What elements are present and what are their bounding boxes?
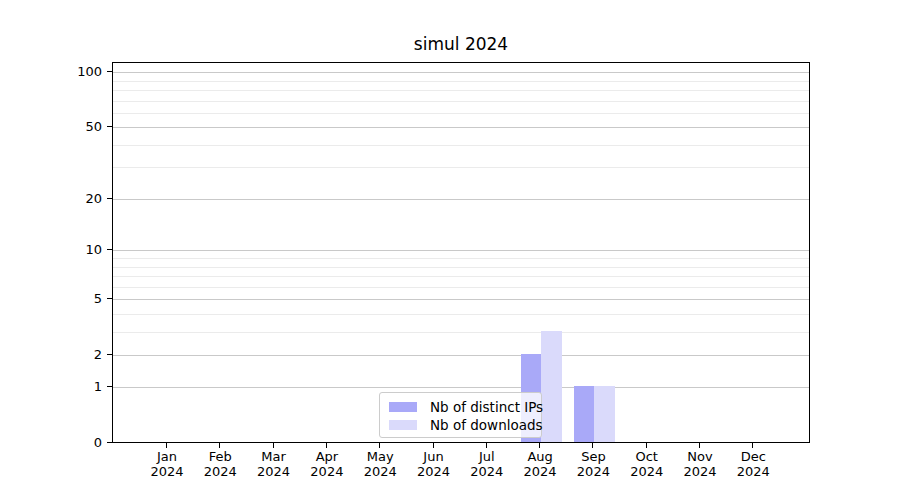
y-tick-label: 100 bbox=[0, 64, 102, 80]
x-tick-mark bbox=[752, 443, 753, 448]
legend-label-downloads: Nb of downloads bbox=[430, 417, 543, 433]
y-tick-mark bbox=[107, 198, 112, 199]
plot-area: Nb of distinct IPs Nb of downloads bbox=[112, 62, 810, 443]
y-tick-label: 10 bbox=[0, 242, 102, 258]
x-tick-label: Dec2024 bbox=[721, 449, 785, 479]
gridline-major bbox=[113, 127, 809, 128]
y-tick-mark bbox=[107, 249, 112, 250]
x-tick-mark bbox=[219, 443, 220, 448]
x-tick-mark bbox=[592, 443, 593, 448]
y-tick-mark bbox=[107, 71, 112, 72]
y-tick-label: 20 bbox=[0, 191, 102, 207]
bar-distinct-ips-sep-2024 bbox=[574, 386, 595, 442]
gridline-minor bbox=[113, 314, 809, 315]
figure: simul 2024 Nb of distinct IPs Nb of down… bbox=[0, 0, 900, 500]
gridline-major bbox=[113, 250, 809, 251]
y-tick-mark bbox=[107, 386, 112, 387]
y-tick-label: 1 bbox=[0, 379, 102, 395]
x-tick-mark bbox=[539, 443, 540, 448]
x-tick-year: 2024 bbox=[721, 464, 785, 479]
x-tick-month: Dec bbox=[721, 449, 785, 464]
gridline-major bbox=[113, 387, 809, 388]
y-tick-mark bbox=[107, 298, 112, 299]
x-tick-mark bbox=[699, 443, 700, 448]
gridline-minor bbox=[113, 332, 809, 333]
gridline-minor bbox=[113, 287, 809, 288]
y-tick-label: 5 bbox=[0, 291, 102, 307]
gridline-minor bbox=[113, 90, 809, 91]
gridline-minor bbox=[113, 145, 809, 146]
y-tick-label: 2 bbox=[0, 347, 102, 363]
y-tick-label: 50 bbox=[0, 119, 102, 135]
x-tick-mark bbox=[379, 443, 380, 448]
gridline-major bbox=[113, 72, 809, 73]
x-tick-mark bbox=[646, 443, 647, 448]
gridline-major bbox=[113, 199, 809, 200]
gridline-minor bbox=[113, 101, 809, 102]
gridline-major bbox=[113, 299, 809, 300]
legend-item-downloads: Nb of downloads bbox=[389, 416, 533, 434]
bar-downloads-sep-2024 bbox=[594, 386, 615, 442]
bar-downloads-aug-2024 bbox=[541, 331, 562, 442]
x-tick-mark bbox=[326, 443, 327, 448]
gridline-minor bbox=[113, 258, 809, 259]
gridline-minor bbox=[113, 276, 809, 277]
gridline-minor bbox=[113, 167, 809, 168]
chart-title: simul 2024 bbox=[112, 34, 810, 54]
x-tick-mark bbox=[433, 443, 434, 448]
x-tick-mark bbox=[486, 443, 487, 448]
gridline-major bbox=[113, 355, 809, 356]
legend-swatch-downloads bbox=[389, 420, 417, 430]
legend-item-distinct-ips: Nb of distinct IPs bbox=[389, 398, 533, 416]
gridline-minor bbox=[113, 113, 809, 114]
y-tick-mark bbox=[107, 442, 112, 443]
legend-swatch-distinct-ips bbox=[389, 402, 417, 412]
x-tick-mark bbox=[166, 443, 167, 448]
y-tick-mark bbox=[107, 354, 112, 355]
gridline-minor bbox=[113, 267, 809, 268]
y-tick-label: 0 bbox=[0, 435, 102, 451]
legend-label-distinct-ips: Nb of distinct IPs bbox=[430, 399, 543, 415]
y-tick-mark bbox=[107, 126, 112, 127]
gridline-minor bbox=[113, 81, 809, 82]
x-tick-mark bbox=[273, 443, 274, 448]
legend: Nb of distinct IPs Nb of downloads bbox=[379, 392, 542, 438]
